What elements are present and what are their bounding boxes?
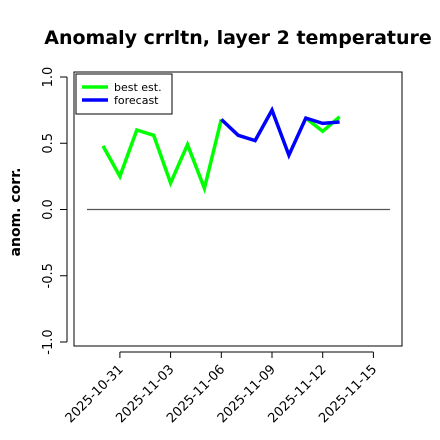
y-tick-label: 0.5	[41, 133, 56, 154]
y-tick-label: -0.5	[41, 263, 56, 288]
y-axis-label: anom. corr.	[8, 168, 24, 257]
y-tick-label: 0.0	[41, 199, 56, 220]
legend-label: best est.	[114, 81, 162, 94]
plot-area	[73, 71, 403, 347]
series-line-0-segment-0	[101, 118, 223, 195]
series-line-1-segment-0	[220, 105, 340, 160]
chart-title: Anomaly crrltn, layer 2 temperature	[44, 27, 432, 49]
y-tick-label: -1.0	[41, 329, 56, 354]
legend-box	[75, 73, 173, 115]
y-tick-label: 1.0	[41, 67, 56, 88]
legend-label: forecast	[114, 94, 159, 107]
